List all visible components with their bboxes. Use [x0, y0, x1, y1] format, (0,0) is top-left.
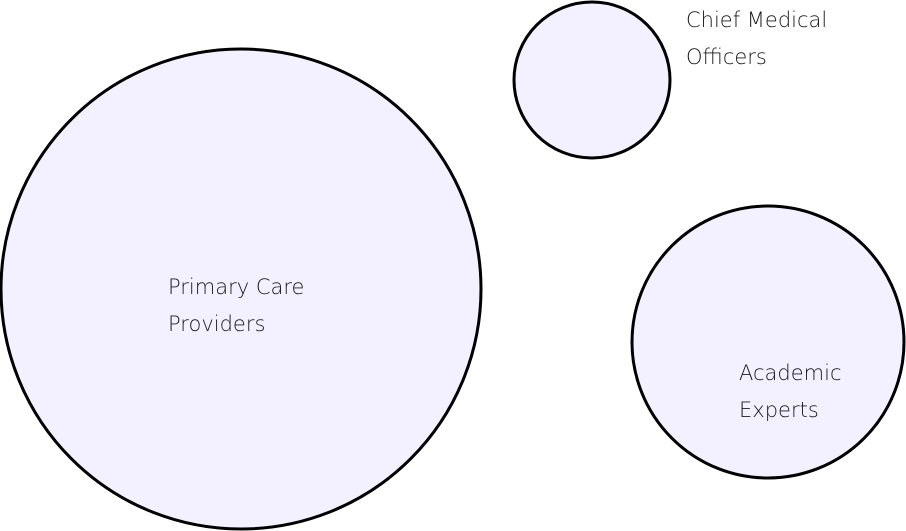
- primary-care-providers-circle: [0, 47, 483, 531]
- primary-care-providers-label: Primary Care Providers: [168, 269, 304, 343]
- chief-medical-officers-label-line-2: Officers: [686, 45, 767, 69]
- academic-experts-label: Academic Experts: [739, 355, 842, 429]
- primary-care-providers-label-line-2: Providers: [168, 312, 266, 336]
- chief-medical-officers-circle: [512, 0, 672, 160]
- chief-medical-officers-label: Chief Medical Officers: [686, 2, 827, 76]
- academic-experts-label-line-2: Experts: [739, 398, 819, 422]
- chief-medical-officers-label-line-1: Chief Medical: [686, 8, 828, 32]
- primary-care-providers-label-line-1: Primary Care: [168, 275, 305, 299]
- academic-experts-circle: [630, 204, 906, 480]
- academic-experts-label-line-1: Academic: [739, 361, 842, 385]
